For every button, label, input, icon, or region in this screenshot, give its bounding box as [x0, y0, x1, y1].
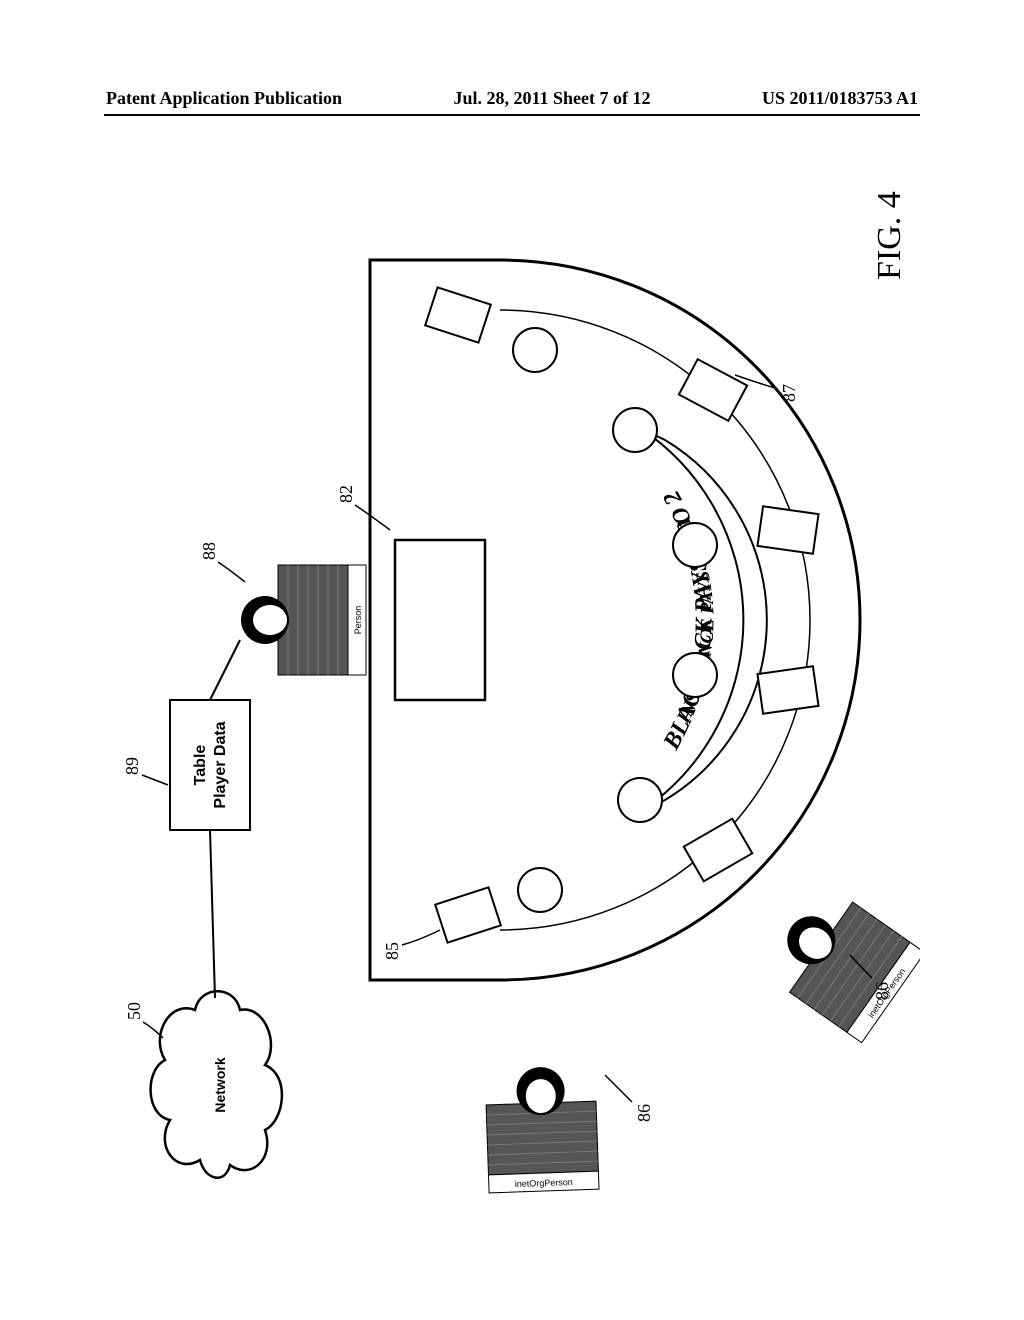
ref-82: 82 [336, 485, 356, 503]
figure-label: FIG. 4 [871, 191, 908, 280]
box-line2: Player Data [212, 721, 229, 808]
ref-87: 87 [779, 384, 799, 402]
link-cloud-box [210, 830, 215, 998]
diagram-svg: Network 50 Table Player Data 89 [110, 170, 920, 1230]
player-1: inetOrgPerson [485, 1065, 599, 1193]
leader-50 [143, 1022, 163, 1038]
page-header: Patent Application Publication Jul. 28, … [106, 88, 918, 109]
box-line1: Table [192, 745, 209, 786]
header-right: US 2011/0183753 A1 [762, 88, 918, 109]
player-data-box: Table Player Data [170, 700, 250, 830]
ref-50: 50 [124, 1002, 144, 1020]
ref-86a: 86 [634, 1104, 654, 1122]
leader-89 [142, 775, 168, 785]
blackjack-table: BLACKJACK PAYS 3 TO 2 INSURANCE PAYS 2 T… [370, 260, 860, 980]
header-center: Jul. 28, 2011 Sheet 7 of 12 [453, 88, 650, 109]
header-left: Patent Application Publication [106, 88, 342, 109]
dealer-person: Person [241, 565, 366, 675]
player1-caption: inetOrgPerson [515, 1177, 573, 1189]
ref-86b: 86 [872, 982, 892, 1000]
ref-85: 85 [382, 942, 402, 960]
ref-89: 89 [122, 757, 142, 775]
network-cloud: Network [151, 991, 282, 1177]
figure-diagram: Network 50 Table Player Data 89 [110, 170, 920, 1230]
ref-88: 88 [199, 542, 219, 560]
dealer-caption: Person [353, 606, 363, 635]
network-label: Network [212, 1057, 228, 1112]
leader-88 [218, 562, 245, 582]
player-2: inetOrgPerson [760, 881, 920, 1042]
link-box-dealer [210, 640, 240, 700]
leader-86a [605, 1075, 632, 1102]
dealer-tray [395, 540, 485, 700]
header-rule [104, 114, 920, 116]
